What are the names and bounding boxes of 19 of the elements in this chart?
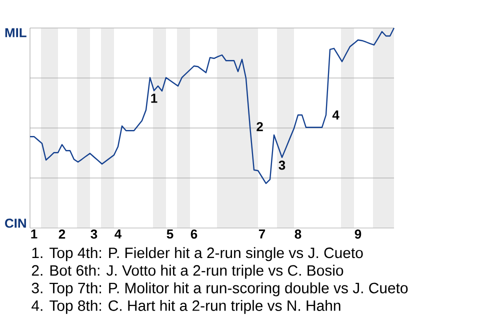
- text: 4. Top 8th: C. Hart hit a 2-run triple vs N. Hahn: [32, 300, 340, 314]
- x-tick-label: 9: [354, 230, 362, 239]
- annotation: 2: [256, 122, 263, 132]
- annotation: 3: [278, 160, 286, 170]
- x-tick-label: 5: [166, 230, 174, 239]
- text: MIL: [5, 28, 26, 38]
- annotation: 1: [151, 94, 158, 103]
- x-tick-label: 2: [58, 230, 66, 239]
- text: CIN: [5, 218, 26, 228]
- x-tick-label: 3: [90, 230, 98, 239]
- x-tick-label: 7: [258, 230, 266, 238]
- x-tick-label: 6: [190, 230, 198, 239]
- text: 1. Top 4th: P. Fielder hit a 2-run single vs J. Cueto: [32, 247, 363, 262]
- text: 3. Top 7th: P. Molitor hit a run-scoring double vs J. Cueto: [32, 282, 408, 296]
- x-tick-label: 4: [114, 230, 122, 238]
- x-tick-label: 8: [294, 230, 302, 239]
- x-tick-label: 1: [31, 230, 38, 238]
- annotation: 4: [332, 110, 340, 120]
- text: 2. Bot 6th: J. Votto hit a 2-run triple vs C. Bosio: [32, 264, 344, 279]
